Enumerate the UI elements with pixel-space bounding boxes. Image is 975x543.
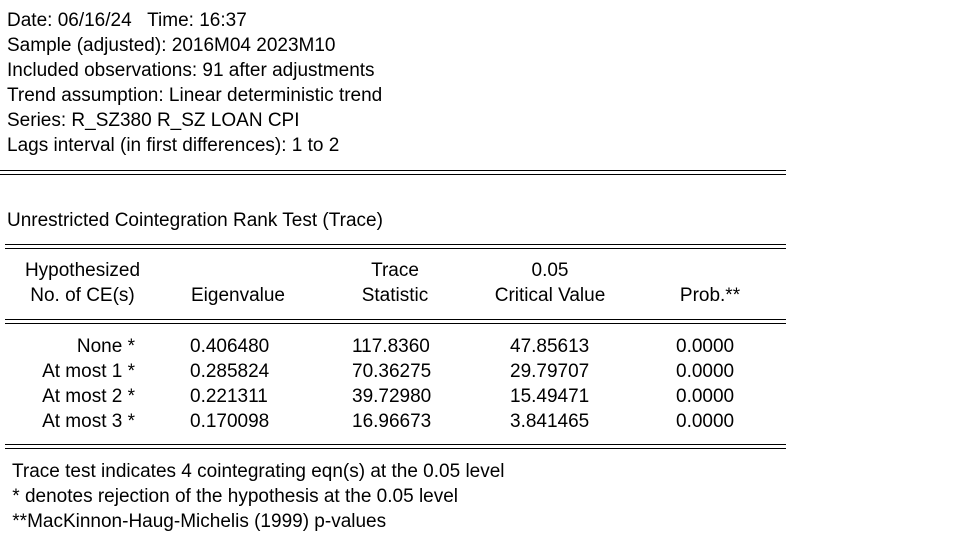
row-prob: 0.0000 [676,386,735,407]
header-statistic: Statistic [361,285,429,306]
row-critical-value: 47.85613 [510,336,590,357]
row-hypothesis: None * [76,336,135,357]
pvalues-note: **MacKinnon-Haug-Michelis (1999) p-value… [7,511,387,532]
rejection-note: * denotes rejection of the hypothesis at… [7,486,459,507]
trace-test-note: Trace test indicates 4 cointegrating eqn… [12,461,505,482]
header-hypothesized: Hypothesized [24,260,141,281]
date-time-line: Date: 06/16/24 Time: 16:37 [7,10,247,31]
row-prob: 0.0000 [676,361,735,382]
header-rule-bottom [0,174,786,175]
lags-interval-line: Lags interval (in first differences): 1 … [7,135,340,156]
row-hypothesis: At most 2 * [42,386,135,407]
header-trace: Trace [371,260,419,281]
sample-line: Sample (adjusted): 2016M04 2023M10 [7,35,336,56]
header-rule-top [0,170,786,171]
row-eigenvalue: 0.406480 [190,336,270,357]
test-title: Unrestricted Cointegration Rank Test (Tr… [7,210,383,231]
observations-line: Included observations: 91 after adjustme… [7,60,375,81]
table-rule-bottom-1 [5,444,786,445]
row-eigenvalue: 0.170098 [190,411,270,432]
header-eigenvalue: Eigenvalue [190,285,286,306]
header-prob: Prob.** [679,285,741,306]
table-rule-mid-2 [5,323,786,324]
row-prob: 0.0000 [676,336,735,357]
series-line: Series: R_SZ380 R_SZ LOAN CPI [7,110,300,131]
row-hypothesis: At most 1 * [42,361,135,382]
row-trace-statistic: 39.72980 [352,386,432,407]
row-eigenvalue: 0.221311 [190,386,268,407]
row-critical-value: 3.841465 [510,411,590,432]
row-trace-statistic: 16.96673 [352,411,432,432]
table-rule-mid-1 [5,319,786,320]
row-critical-value: 15.49471 [510,386,590,407]
header-critical-value: Critical Value [494,285,606,306]
table-rule-top-1 [5,244,786,245]
row-critical-value: 29.79707 [510,361,590,382]
header-no-of-ce: No. of CE(s) [30,285,135,306]
row-hypothesis: At most 3 * [42,411,135,432]
table-rule-bottom-2 [5,448,786,449]
row-eigenvalue: 0.285824 [190,361,270,382]
table-rule-top-2 [5,248,786,249]
row-prob: 0.0000 [676,411,735,432]
row-trace-statistic: 70.36275 [352,361,432,382]
row-trace-statistic: 117.8360 [352,336,430,357]
header-level: 0.05 [531,260,569,281]
trend-assumption-line: Trend assumption: Linear deterministic t… [7,85,383,106]
